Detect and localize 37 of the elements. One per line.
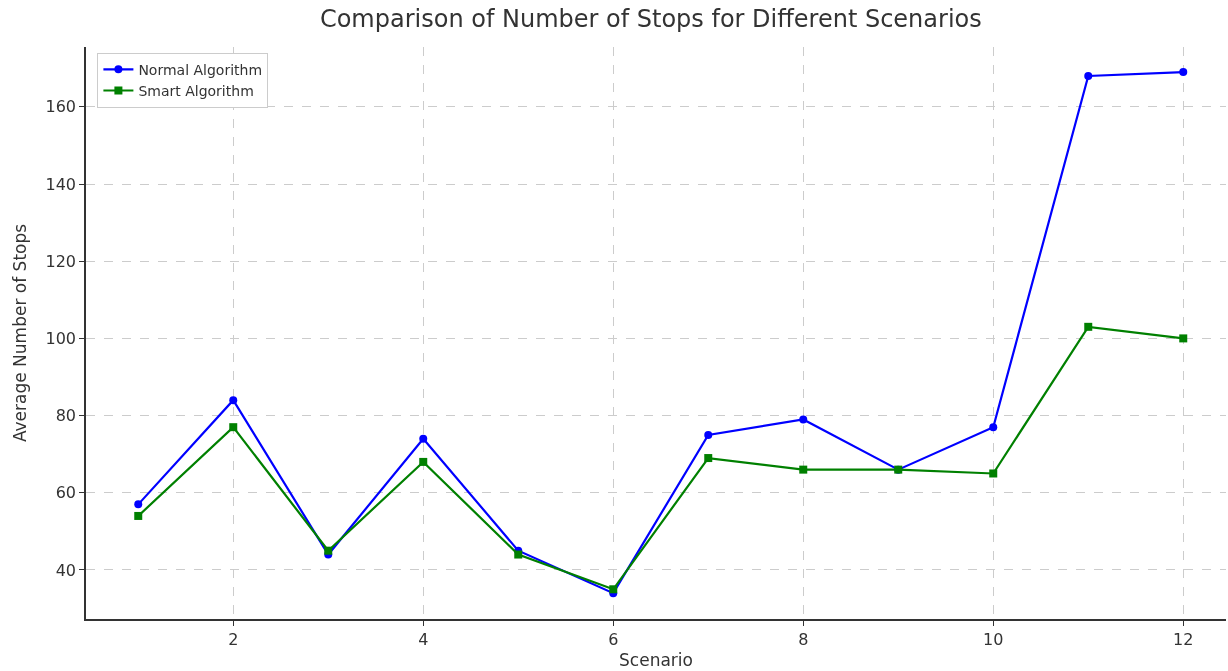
x-axis-title: Scenario (619, 649, 693, 670)
point (609, 585, 618, 594)
y-tick-label: 40 (55, 560, 77, 580)
point (419, 457, 428, 466)
chart-title: Comparison of Number of Stops for Different Scenarios (319, 4, 982, 33)
point (514, 550, 523, 559)
x-tick-label: 8 (798, 629, 809, 649)
point (1179, 334, 1188, 343)
y-tick-label: 140 (45, 174, 77, 194)
point (134, 500, 143, 509)
x-tick-label: 10 (983, 629, 1004, 649)
point (1179, 68, 1188, 77)
point (419, 434, 428, 443)
point (799, 415, 808, 424)
point (229, 423, 238, 432)
x-tick-label: 4 (418, 629, 429, 649)
point (989, 423, 998, 432)
x-tick-label: 12 (1173, 629, 1194, 649)
y-tick-label: 160 (45, 97, 77, 117)
point (229, 396, 238, 405)
point (324, 546, 333, 555)
point (704, 454, 713, 463)
point (134, 511, 143, 520)
point (1084, 322, 1093, 331)
y-tick-label: 80 (55, 406, 77, 426)
point (704, 430, 713, 439)
legend-label: Smart Algorithm (138, 82, 254, 99)
y-tick-label: 100 (45, 329, 77, 348)
y-tick-label: 60 (55, 483, 77, 503)
y-axis-title: Average Number of Stops (9, 223, 30, 443)
point (799, 465, 808, 474)
y-tick-label: 120 (45, 251, 77, 271)
x-tick-label: 6 (608, 629, 619, 649)
point (989, 469, 998, 478)
legend-label: Normal Algorithm (138, 61, 263, 78)
x-tick-label: 2 (228, 629, 239, 649)
point (1084, 71, 1093, 80)
